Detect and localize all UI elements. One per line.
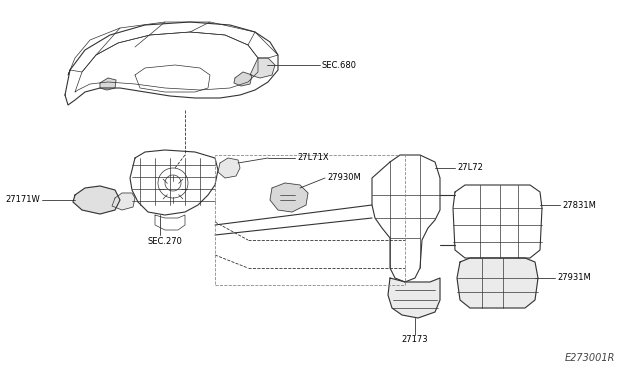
Text: 27L71X: 27L71X [297,154,328,163]
Text: E273001R: E273001R [564,353,615,363]
Polygon shape [270,183,308,212]
Text: 27831M: 27831M [562,201,596,209]
Polygon shape [73,186,120,214]
Text: 27L72: 27L72 [457,164,483,173]
Text: 27931M: 27931M [557,273,591,282]
Polygon shape [250,58,275,78]
Text: 27171W: 27171W [5,196,40,205]
Text: SEC.270: SEC.270 [148,237,183,247]
Text: 27930M: 27930M [327,173,361,183]
Polygon shape [155,215,185,230]
Polygon shape [457,258,538,308]
Text: SEC.680: SEC.680 [322,61,357,70]
Text: 27173: 27173 [402,336,428,344]
Polygon shape [218,158,240,178]
Polygon shape [388,278,440,318]
Polygon shape [112,193,135,210]
Polygon shape [453,185,542,258]
Polygon shape [372,155,440,282]
Bar [215,155,405,285]
Polygon shape [130,150,218,215]
Polygon shape [65,22,278,105]
Polygon shape [234,72,252,86]
Polygon shape [100,78,116,90]
